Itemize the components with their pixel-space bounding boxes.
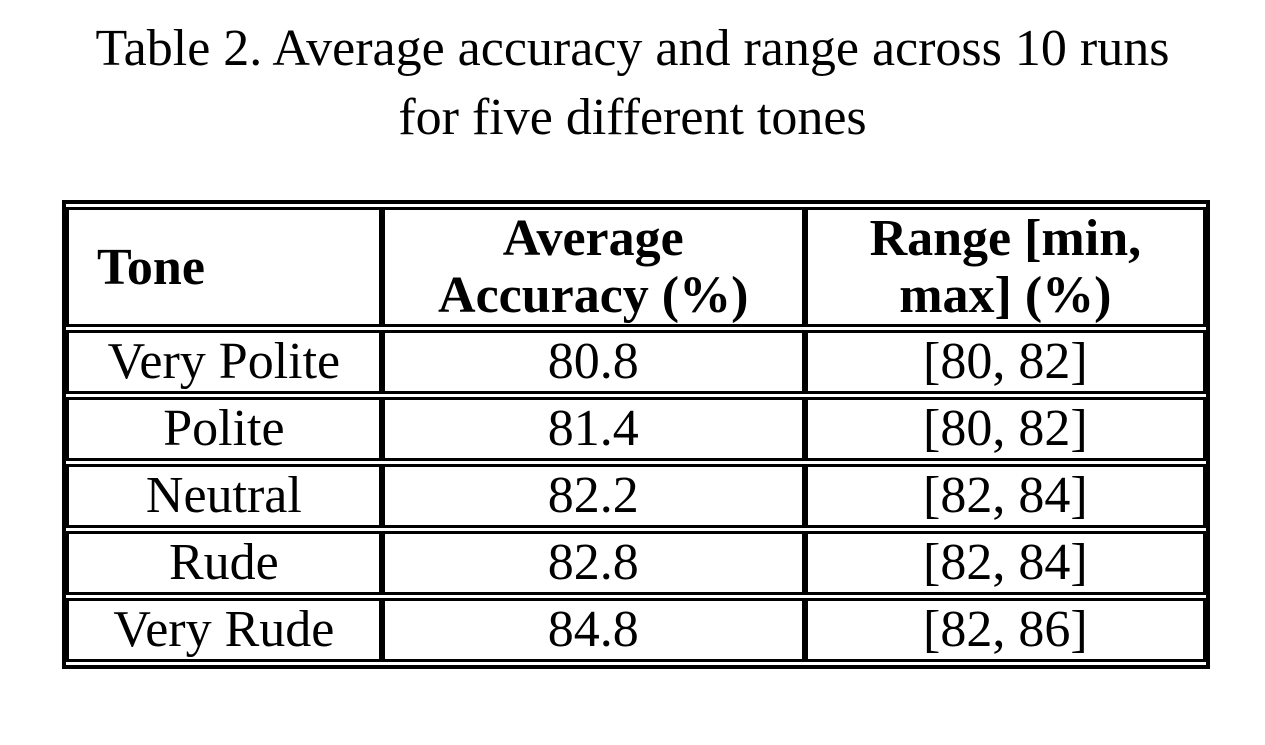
- tone-cell: Neutral: [66, 464, 382, 528]
- results-table: Tone Average Accuracy (%) Range [min, ma…: [62, 200, 1210, 669]
- table-row: Very Polite 80.8 [80, 82]: [66, 330, 1206, 394]
- range-cell: [80, 82]: [804, 330, 1206, 394]
- table-row: Very Rude 84.8 [82, 86]: [66, 598, 1206, 662]
- header-cell-range: Range [min, max] (%): [804, 207, 1206, 327]
- table-caption: Table 2. Average accuracy and range acro…: [0, 14, 1265, 152]
- range-cell: [82, 84]: [804, 531, 1206, 595]
- tone-cell: Polite: [66, 397, 382, 461]
- tone-cell: Rude: [66, 531, 382, 595]
- range-cell: [80, 82]: [804, 397, 1206, 461]
- table-header-row: Tone Average Accuracy (%) Range [min, ma…: [66, 207, 1206, 327]
- table-caption-line2: for five different tones: [398, 89, 867, 146]
- range-cell: [82, 84]: [804, 464, 1206, 528]
- tone-cell: Very Rude: [66, 598, 382, 662]
- average-accuracy-cell: 80.8: [381, 330, 805, 394]
- table-caption-line1: Table 2. Average accuracy and range acro…: [95, 20, 1170, 77]
- average-accuracy-cell: 82.2: [381, 464, 805, 528]
- average-accuracy-cell: 82.8: [381, 531, 805, 595]
- tone-cell: Very Polite: [66, 330, 382, 394]
- average-accuracy-cell: 81.4: [381, 397, 805, 461]
- header-cell-average-accuracy: Average Accuracy (%): [381, 207, 805, 327]
- table-row: Rude 82.8 [82, 84]: [66, 531, 1206, 595]
- table-row: Neutral 82.2 [82, 84]: [66, 464, 1206, 528]
- average-accuracy-cell: 84.8: [381, 598, 805, 662]
- table-row: Polite 81.4 [80, 82]: [66, 397, 1206, 461]
- header-cell-tone: Tone: [66, 207, 382, 327]
- range-cell: [82, 86]: [804, 598, 1206, 662]
